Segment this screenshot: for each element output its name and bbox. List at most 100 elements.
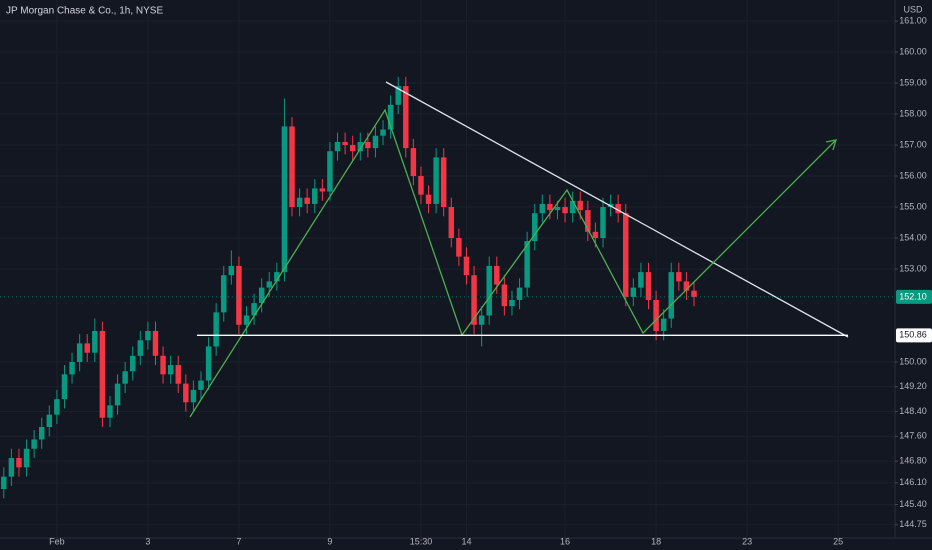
candle-body [92,330,98,353]
candle-body [281,126,288,273]
y-tick-label: 144.75 [899,519,927,529]
candle-body [660,318,667,331]
candle-body [205,346,212,381]
price-label: 150.86 [899,330,927,340]
candle-body [486,265,492,316]
candle-body [683,281,690,291]
y-tick-label: 150.00 [899,356,927,366]
axes: 161.00 160.00 159.00 158.00 157.00 156.00 155.… [49,15,932,546]
candle-body [251,303,257,316]
x-tick-label: 15:30 [410,536,433,546]
candle-body [387,104,394,130]
candle-body [501,284,508,307]
x-tick-label: 3 [145,536,150,546]
candle-body [448,207,455,239]
candle-body [1,476,7,490]
candle-body [31,439,37,449]
candle-body [266,281,272,288]
candle-body [410,148,417,177]
candle-body [547,203,553,211]
x-tick-label: 9 [327,536,332,546]
candle-body [16,458,22,468]
y-tick-label: 159.00 [899,77,927,87]
arrow-head [825,139,837,151]
candle-body [175,365,181,384]
candle-body [190,389,197,403]
price-label: 152.10 [899,291,927,301]
candle-body [236,265,242,325]
y-tick-label: 147.60 [899,431,927,441]
candle-body [38,427,45,440]
candle-body [137,340,144,356]
candle-body [107,405,113,418]
y-tick-label: 158.00 [899,108,927,118]
candle-body [425,194,432,204]
chart-title: JP Morgan Chase & Co., 1h, NYSE [6,6,163,17]
candle-body [645,272,652,300]
x-tick-label: 25 [833,536,843,546]
x-tick-label: Feb [49,536,65,546]
candle-body [494,265,500,285]
candle-body [630,287,637,297]
x-tick-label: 16 [560,536,570,546]
candle-body [327,151,333,192]
y-tick-label: 155.00 [899,201,927,211]
grid [0,0,895,538]
candle-body [531,213,538,242]
candle-body [516,287,523,300]
currency-label: USD [903,4,923,14]
candle-body [463,256,470,276]
candle-body [167,365,174,375]
candle-body [221,275,227,313]
y-tick-label: 145.40 [899,499,927,509]
candle-body [304,197,310,204]
y-tick-label: 157.00 [899,139,927,149]
candle-body [539,203,546,214]
candle-body [152,330,159,356]
candle-body [342,141,348,146]
candle-body [365,141,371,149]
candle-body [403,86,409,149]
candle-body [213,312,219,347]
candle-body [433,157,439,204]
candle-body [258,287,265,304]
y-tick-label: 153.00 [899,263,927,273]
candle-body [61,374,68,400]
candle-body [676,272,682,282]
candle-body [585,210,591,232]
price-label-box [896,328,932,343]
x-tick-label: 23 [742,536,752,546]
x-tick-label: 18 [651,536,661,546]
candle-body [23,448,30,468]
candle-body [691,290,697,297]
x-tick-label: 7 [236,536,241,546]
y-tick-label: 161.00 [899,15,927,25]
candle-body [334,141,341,152]
candle-body [296,197,303,208]
candle-body [509,299,515,307]
candle-body [638,272,644,288]
candle-body [440,157,447,208]
candle-body [456,238,462,257]
trend-line [385,81,849,338]
candle-body [524,241,530,288]
price-label-box [896,289,932,304]
candle-body [623,213,629,297]
y-tick-label: 148.40 [899,406,927,416]
candle-body [289,126,295,208]
candle-body [76,343,83,362]
candle-body [471,275,477,325]
candle-body [274,272,280,282]
candle-body [243,315,250,325]
candle-body [577,200,583,211]
candle-body [46,414,53,428]
candle-body [395,86,401,105]
candle-body [84,343,90,353]
candle-body [600,207,606,239]
candle-body [69,361,75,375]
candle-body [145,330,151,341]
candle-body [372,135,379,149]
candle-body [478,315,485,325]
candle-body [122,371,128,384]
